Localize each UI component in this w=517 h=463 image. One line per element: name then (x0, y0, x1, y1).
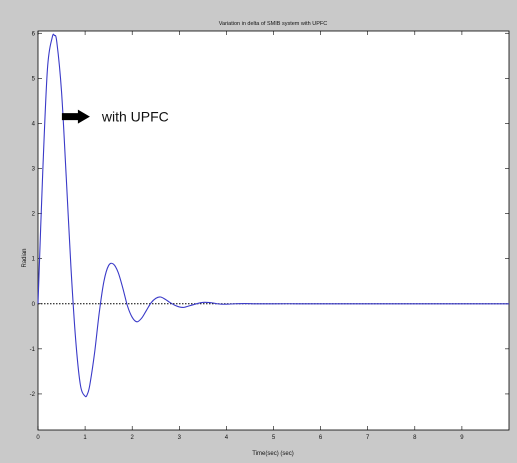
x-tick-label: 4 (225, 435, 229, 441)
y-tick-label: 4 (32, 121, 36, 127)
y-tick-label: 5 (32, 76, 36, 82)
y-tick-label: 3 (32, 167, 36, 173)
y-tick-label: -2 (30, 392, 36, 398)
annotation-arrow-icon (61, 109, 90, 124)
x-tick-label: 7 (366, 435, 370, 441)
series-line (37, 33, 509, 398)
x-tick-label: 0 (36, 435, 40, 441)
annotation: with UPFC (61, 109, 169, 125)
y-tick-label: 2 (32, 212, 36, 218)
x-tick-label: 6 (319, 435, 323, 441)
x-tick-label: 9 (460, 435, 464, 441)
axis-ticks: 0 1 2 3 4 5 6 7 8 9 -2 -1 0 1 2 3 4 5 6 (30, 31, 509, 441)
y-tick-label: 6 (32, 31, 36, 37)
x-axis-label: Time(sec) (sec) (252, 451, 293, 457)
x-tick-label: 1 (83, 435, 87, 441)
x-tick-label: 2 (131, 435, 135, 441)
y-axis-label: Radian (22, 248, 28, 267)
plot-area (37, 30, 510, 431)
x-tick-label: 8 (413, 435, 417, 441)
chart-title: Variation in delta of SMIB system with U… (219, 21, 327, 27)
y-tick-label: -1 (30, 347, 36, 353)
x-tick-label: 3 (178, 435, 182, 441)
x-tick-label: 5 (272, 435, 276, 441)
annotation-text: with UPFC (101, 109, 169, 125)
y-tick-label: 0 (32, 302, 36, 308)
y-tick-label: 1 (32, 257, 36, 263)
